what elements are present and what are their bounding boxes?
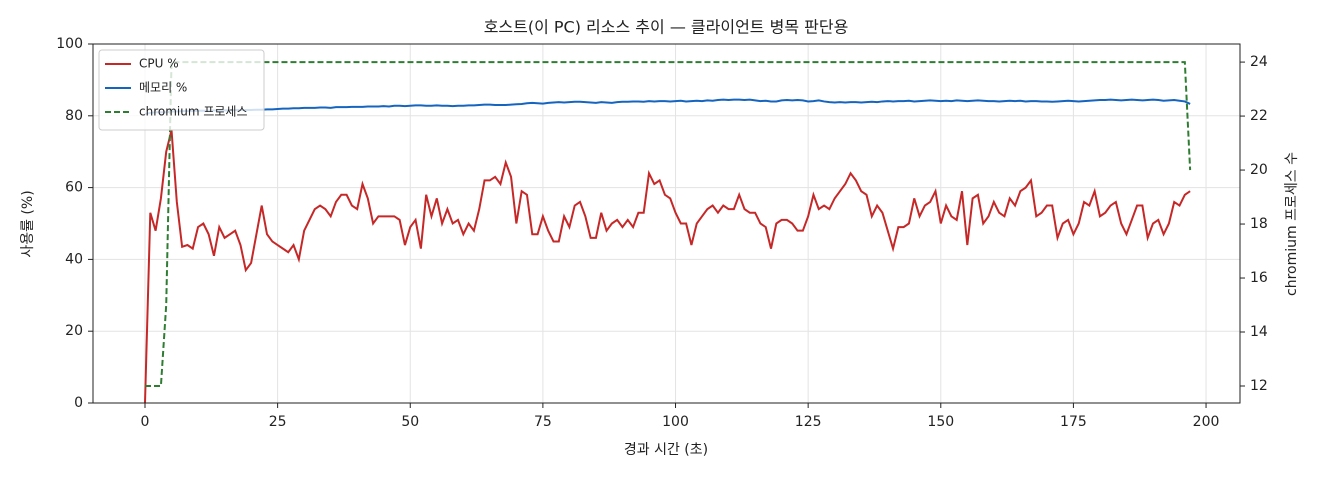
- y2-tick-label: 12: [1250, 378, 1268, 394]
- y-tick-label: 40: [65, 251, 83, 267]
- series-line: [144, 61, 1192, 387]
- x-tick-label: 150: [927, 414, 954, 430]
- x-tick-label: 50: [401, 414, 419, 430]
- legend-label: chromium 프로세스: [139, 105, 248, 119]
- legend-label: 메모리 %: [139, 81, 187, 95]
- x-tick-label: 175: [1060, 414, 1087, 430]
- x-tick-label: 200: [1193, 414, 1220, 430]
- x-tick-label: 0: [141, 414, 150, 430]
- series-line: [143, 129, 1191, 404]
- series-line: [144, 98, 1191, 115]
- x-tick-label: 125: [795, 414, 822, 430]
- chart-title: 호스트(이 PC) 리소스 추이 — 클라이언트 병목 판단용: [484, 18, 849, 37]
- y2-axis-label: chromium 프로세스 수: [1284, 152, 1300, 296]
- y2-tick-label: 24: [1250, 54, 1268, 70]
- y-tick-label: 80: [65, 108, 83, 124]
- y2-tick-label: 20: [1250, 162, 1268, 178]
- x-axis-label: 경과 시간 (초): [624, 442, 708, 458]
- legend-label: CPU %: [139, 57, 179, 71]
- y2-tick-label: 18: [1250, 216, 1268, 232]
- plot-frame: [92, 43, 1241, 404]
- x-tick-label: 25: [269, 414, 287, 430]
- y2-tick-label: 14: [1250, 324, 1268, 340]
- legend-box: [98, 49, 265, 131]
- y-tick-label: 60: [65, 180, 83, 196]
- y-tick-label: 100: [56, 36, 83, 52]
- y2-tick-label: 22: [1250, 108, 1268, 124]
- y2-tick-label: 16: [1250, 270, 1268, 286]
- y-tick-label: 0: [74, 395, 83, 411]
- x-tick-label: 75: [534, 414, 552, 430]
- y-axis-label: 사용률 (%): [20, 190, 36, 257]
- y-tick-label: 20: [65, 323, 83, 339]
- x-tick-label: 100: [662, 414, 689, 430]
